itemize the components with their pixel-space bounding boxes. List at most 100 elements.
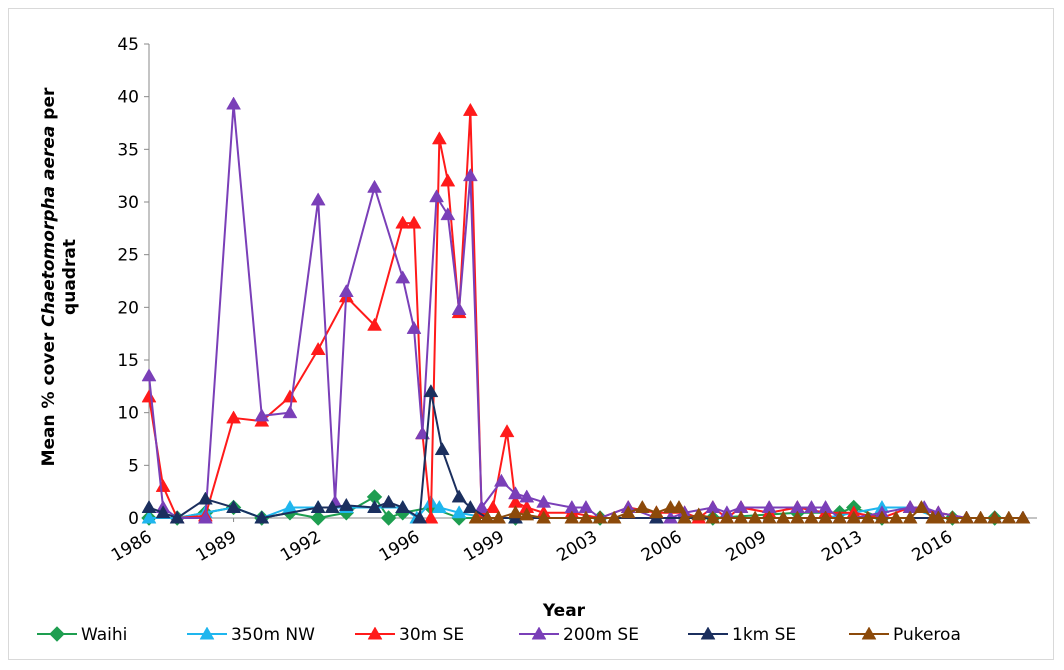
y-tick-label: 25	[117, 246, 139, 266]
data-point	[429, 189, 444, 203]
x-tick-label: 1992	[277, 527, 324, 566]
legend-label: 30m SE	[399, 625, 464, 645]
data-point	[592, 510, 608, 524]
x-tick-label: 1996	[376, 527, 423, 566]
data-point	[141, 368, 157, 382]
series-pukeroa	[468, 499, 1031, 524]
data-point	[338, 497, 354, 511]
data-point	[959, 510, 974, 524]
legend-item: 350m NW	[187, 625, 315, 645]
data-point	[395, 215, 411, 229]
data-point	[197, 510, 213, 524]
data-point	[406, 320, 422, 334]
y-axis-title-line-1: Mean % cover Chaetomorpha aerea per	[39, 87, 59, 466]
data-point	[254, 408, 270, 422]
data-point	[536, 494, 552, 508]
legend-item: 30m SE	[355, 625, 464, 645]
y-tick-label: 10	[117, 404, 139, 424]
data-point	[733, 510, 749, 524]
data-point	[462, 499, 478, 513]
series-30m-se	[141, 102, 1031, 524]
data-point	[462, 168, 478, 182]
data-point	[508, 505, 523, 519]
data-point	[282, 389, 298, 403]
x-tick-label: 1986	[108, 527, 155, 566]
legend-swatch-marker	[700, 626, 716, 640]
y-axis-title-part: per	[39, 87, 59, 126]
data-point	[832, 510, 848, 524]
data-point	[747, 510, 763, 524]
data-point	[578, 510, 594, 524]
y-tick-label: 45	[117, 35, 139, 55]
x-tick-label: 2003	[553, 527, 600, 566]
y-tick-label: 30	[117, 193, 139, 213]
legend-swatch-marker	[199, 626, 215, 640]
legend-swatch-marker	[531, 626, 547, 640]
legend-label: Waihi	[81, 625, 127, 645]
data-point	[226, 499, 242, 513]
x-tick-label: 2009	[723, 527, 770, 566]
data-point	[423, 384, 439, 398]
x-tick-label: 2013	[818, 527, 865, 566]
data-point	[902, 510, 918, 524]
data-point	[406, 215, 422, 229]
y-tick-label: 0	[128, 509, 139, 529]
data-point	[338, 284, 354, 298]
data-point	[367, 179, 382, 193]
y-axis-title-part: Mean % cover	[39, 327, 59, 467]
x-ticks: 1986 1989 1992 1996 1999 2003 2006 2009 2013 2016	[108, 518, 956, 566]
data-point	[874, 510, 890, 524]
data-point	[1015, 510, 1031, 524]
data-point	[468, 510, 484, 524]
data-point	[719, 510, 735, 524]
data-point	[367, 317, 382, 331]
data-point	[634, 499, 650, 513]
data-point	[462, 102, 478, 116]
legend-swatch-marker	[367, 626, 383, 640]
y-tick-label: 15	[117, 351, 139, 371]
data-point	[282, 405, 298, 419]
series-line	[148, 390, 1023, 519]
data-point	[423, 510, 439, 524]
legend: Waihi 350m NW 30m SE 200m SE 1km SE Pukeroa	[37, 625, 961, 645]
data-point	[860, 510, 876, 524]
data-point	[141, 499, 157, 513]
data-point	[451, 489, 467, 503]
data-point	[367, 499, 382, 513]
data-point	[987, 510, 1003, 524]
data-point	[846, 510, 862, 524]
data-point	[479, 510, 495, 524]
data-point	[564, 510, 580, 524]
data-point	[324, 499, 340, 513]
data-point	[440, 173, 456, 187]
data-point	[519, 489, 535, 503]
data-point	[519, 507, 535, 521]
legend-label: 350m NW	[231, 625, 315, 645]
data-point	[536, 510, 552, 524]
data-point	[818, 510, 834, 524]
data-point	[226, 96, 242, 110]
legend-label: Pukeroa	[893, 625, 961, 645]
series-200m-se	[141, 96, 1031, 524]
y-tick-label: 40	[117, 88, 139, 108]
x-tick-label: 2016	[909, 527, 956, 566]
legend-item: Waihi	[37, 625, 127, 645]
data-point	[913, 499, 929, 513]
data-point	[491, 510, 506, 524]
data-point	[310, 341, 326, 355]
data-point	[254, 510, 270, 524]
data-point	[141, 389, 157, 403]
data-point	[620, 505, 636, 519]
legend-label: 1km SE	[732, 625, 796, 645]
y-tick-label: 20	[117, 298, 139, 318]
y-tick-label: 5	[128, 456, 139, 476]
data-point	[310, 499, 326, 513]
data-point	[412, 510, 428, 524]
data-point	[1001, 510, 1017, 524]
data-point	[310, 510, 326, 526]
data-point	[431, 499, 447, 513]
data-point	[451, 505, 467, 519]
y-axis-title-part: Chaetomorpha aerea	[39, 126, 59, 327]
data-point	[973, 510, 989, 524]
axes	[148, 44, 1037, 519]
